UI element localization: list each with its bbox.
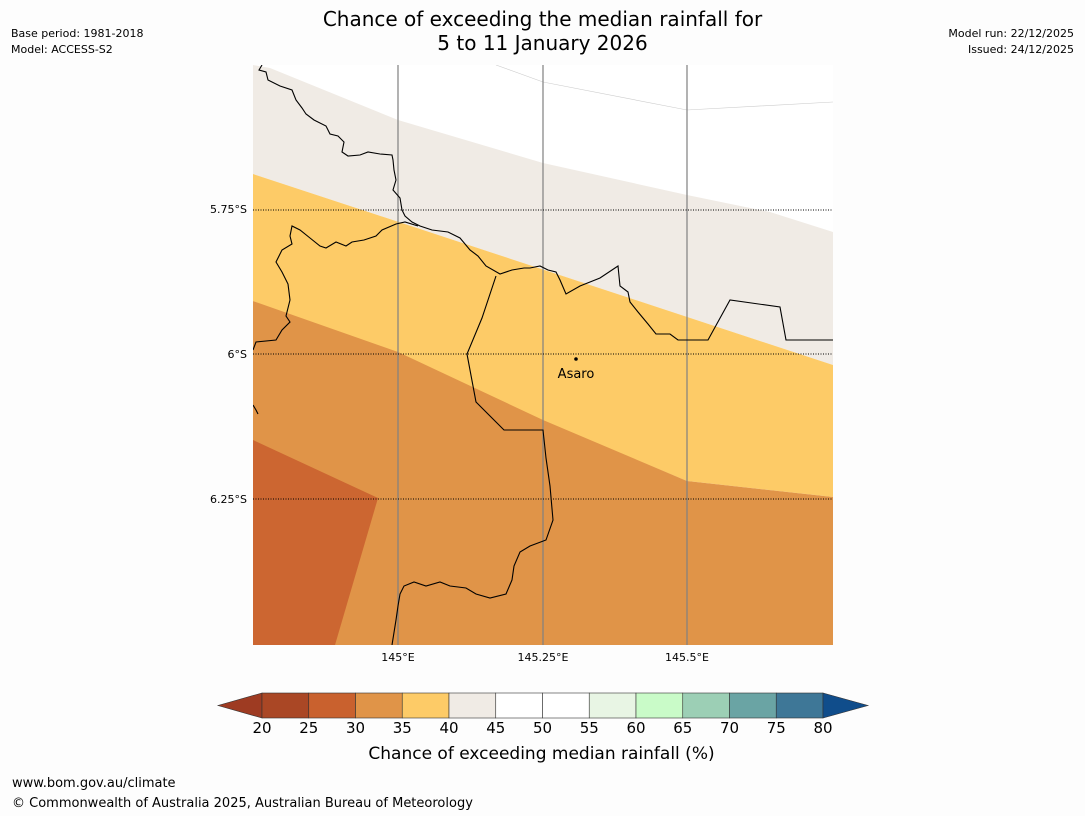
lon-label-145e: 145°E (381, 651, 414, 664)
map-title-line-2: 5 to 11 January 2026 (437, 31, 648, 55)
colorbar-tick-label: 60 (626, 719, 646, 737)
lon-label-145-5e: 145.5°E (665, 651, 709, 664)
colorbar-segment (448, 692, 497, 719)
colorbar-segment (401, 692, 450, 719)
colorbar-tick-label: 75 (766, 719, 786, 737)
colorbar-segment (495, 692, 543, 719)
colorbar-tick-label: 40 (439, 719, 459, 737)
asaro-marker (574, 357, 578, 361)
lat-label-5-75s: 5.75°S (210, 203, 247, 216)
website-link[interactable]: www.bom.gov.au/climate (12, 776, 176, 791)
colorbar-segment (308, 692, 356, 719)
zone-25-30 (253, 440, 378, 645)
colorbar-segment (635, 692, 684, 719)
issued-text: Issued: 24/12/2025 (967, 43, 1074, 56)
lon-label-145-25e: 145.25°E (518, 651, 569, 664)
contour-line (495, 65, 833, 111)
colorbar-tick-label: 65 (673, 719, 693, 737)
province-boundary-east (253, 221, 419, 351)
copyright-text: © Commonwealth of Australia 2025, Austra… (12, 796, 473, 811)
colorbar-segment (261, 692, 310, 719)
colorbar-tick-label: 50 (532, 719, 553, 737)
colorbar-tick-label: 20 (252, 719, 272, 737)
province-boundary-fragment (253, 404, 259, 415)
colorbar-tick-label: 45 (486, 719, 506, 737)
model-run-text: Model run: 22/12/2025 (948, 27, 1074, 40)
base-period-text: Base period: 1981-2018 (11, 27, 144, 40)
province-boundary-west (258, 65, 833, 341)
lat-label-6-25s: 6.25°S (210, 493, 247, 506)
colorbar-tick-label: 70 (719, 719, 740, 737)
asaro-label: Asaro (558, 367, 595, 382)
colorbar-tick-label: 55 (579, 719, 599, 737)
colorbar-segment (775, 692, 824, 719)
colorbar-segment (542, 692, 590, 719)
lat-label-6s: 6°S (228, 348, 247, 361)
colorbar-tick-label: 25 (299, 719, 319, 737)
colorbar-segment (729, 692, 777, 719)
model-text: Model: ACCESS-S2 (11, 43, 113, 56)
colorbar-segment (682, 692, 730, 719)
district-boundary (391, 275, 554, 645)
colorbar-over-arrow (822, 692, 870, 719)
colorbar-tick-label: 30 (345, 719, 366, 737)
colorbar-title: Chance of exceeding median rainfall (%) (368, 744, 715, 764)
colorbar-under-arrow (216, 692, 263, 719)
colorbar-segment (588, 692, 637, 719)
colorbar-segment (355, 692, 403, 719)
colorbar-tick-label: 35 (392, 719, 412, 737)
map-title-line-1: Chance of exceeding the median rainfall … (322, 7, 763, 31)
colorbar-tick-label: 80 (813, 719, 833, 737)
